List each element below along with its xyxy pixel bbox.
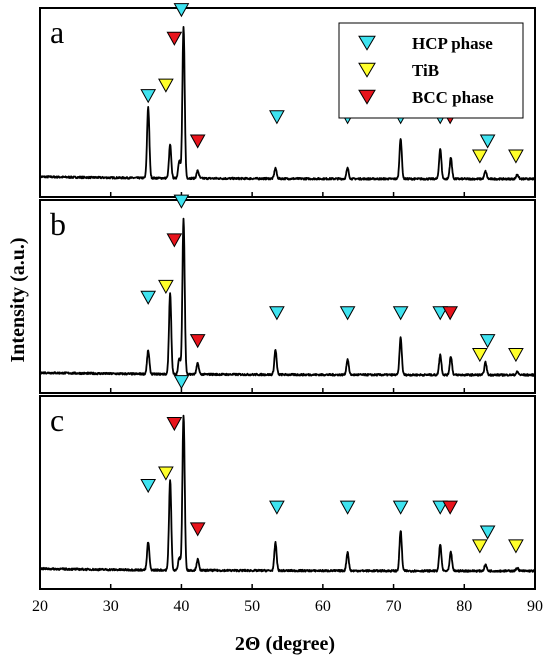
x-tick-label: 50	[244, 598, 260, 615]
x-tick-label: 70	[386, 598, 402, 615]
marker-hcp-phase	[269, 110, 285, 125]
marker-hcp-phase	[339, 306, 356, 321]
marker-bcc-phase	[166, 31, 183, 46]
marker-bcc-phase	[189, 334, 206, 349]
panel-c: c	[39, 375, 536, 590]
marker-tib	[158, 279, 174, 294]
legend-label: HCP phase	[412, 34, 493, 53]
marker-hcp-phase	[392, 500, 409, 515]
xrd-trace-c	[39, 414, 536, 573]
x-axis-ticks: 20 30 40 50 60 70 80 90	[32, 598, 543, 615]
panel-label: c	[50, 402, 64, 438]
marker-hcp-phase	[140, 290, 157, 305]
marker-hcp-phase	[173, 375, 190, 390]
marker-hcp-phase	[479, 334, 496, 349]
legend-swatch	[358, 35, 376, 51]
legend-label: TiB	[412, 61, 439, 80]
marker-hcp-phase	[269, 500, 285, 515]
marker-hcp-phase	[479, 134, 496, 149]
panel-b: b	[39, 194, 536, 394]
x-tick-label: 90	[527, 598, 543, 615]
panel-frame	[39, 199, 536, 394]
panel-frame	[39, 395, 536, 590]
x-axis-title: 2Θ (degree)	[235, 633, 335, 655]
marker-hcp-phase	[173, 194, 190, 209]
xrd-trace-b	[39, 217, 536, 377]
x-tick-label: 20	[32, 598, 48, 615]
panels-group: a b c	[39, 3, 536, 590]
marker-bcc-phase	[166, 416, 183, 432]
marker-hcp-phase	[432, 500, 449, 515]
marker-tib	[508, 348, 524, 363]
x-tick-label: 80	[456, 598, 472, 615]
marker-tib	[158, 466, 174, 481]
xrd-trace-a	[39, 25, 536, 181]
marker-hcp-phase	[173, 3, 190, 18]
legend-label: BCC phase	[412, 88, 494, 107]
marker-bcc-phase	[166, 233, 183, 248]
x-tick-label: 40	[173, 598, 189, 615]
marker-bcc-phase	[442, 306, 458, 321]
x-tick-label: 60	[315, 598, 331, 615]
marker-hcp-phase	[479, 525, 496, 540]
panel-frame	[39, 7, 536, 198]
y-axis-title: Intensity (a.u.)	[7, 237, 29, 362]
legend-swatch	[358, 62, 376, 78]
marker-tib	[508, 539, 524, 554]
marker-hcp-phase	[432, 306, 449, 321]
marker-hcp-phase	[140, 478, 157, 494]
legend-swatch	[358, 89, 376, 105]
marker-hcp-phase	[140, 89, 157, 104]
marker-tib	[471, 539, 488, 554]
marker-hcp-phase	[269, 306, 285, 321]
marker-bcc-phase	[442, 500, 458, 515]
marker-tib	[158, 78, 174, 93]
marker-hcp-phase	[339, 500, 356, 515]
panel-label: a	[50, 14, 64, 50]
marker-bcc-phase	[189, 522, 206, 537]
legend: HCP phase TiB BCC phase	[338, 22, 524, 119]
x-tick-label: 30	[103, 598, 119, 615]
marker-tib	[508, 149, 524, 164]
marker-bcc-phase	[189, 134, 206, 149]
marker-hcp-phase	[392, 306, 409, 321]
panel-label: b	[50, 206, 66, 242]
marker-tib	[471, 149, 488, 164]
marker-tib	[471, 348, 488, 363]
